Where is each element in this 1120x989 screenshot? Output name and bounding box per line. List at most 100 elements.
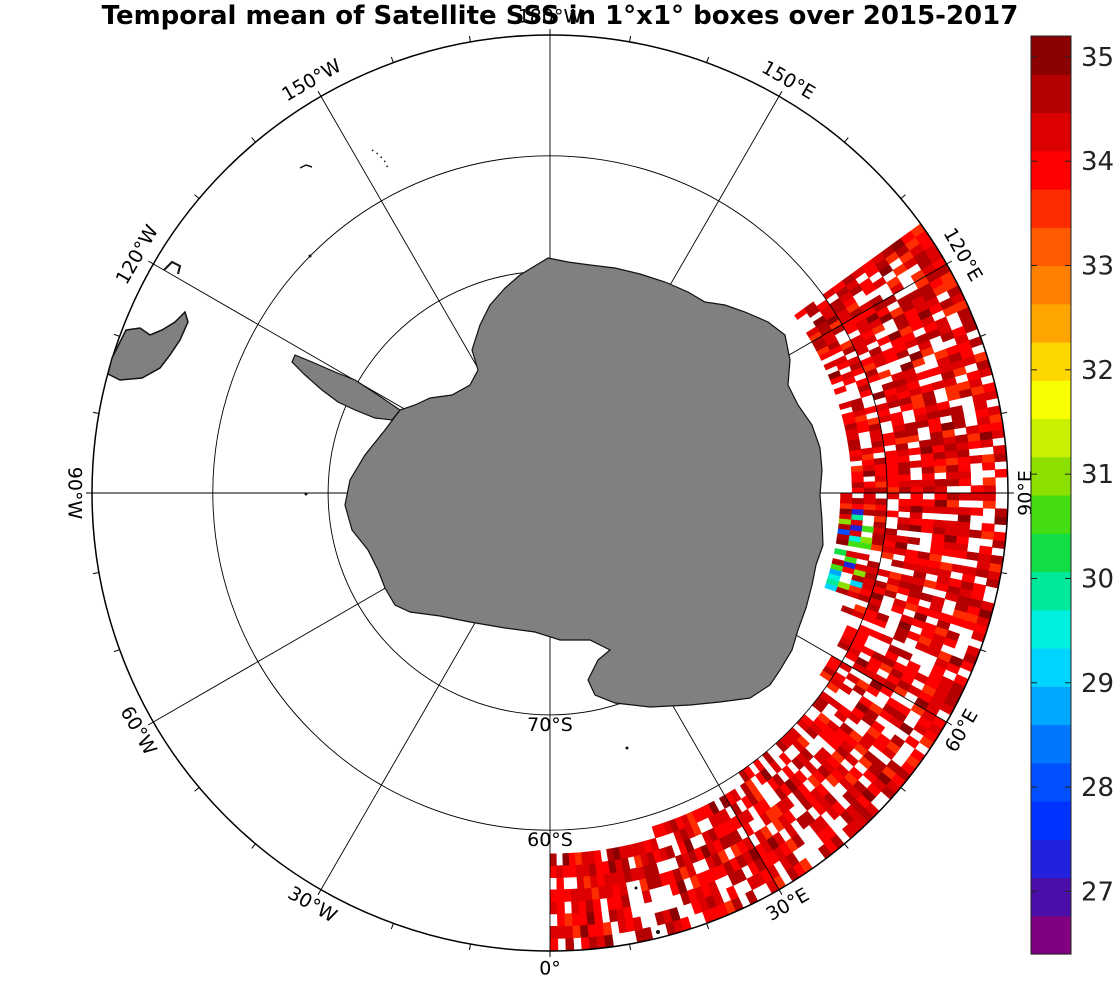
sss-box [604, 934, 614, 948]
colorbar-tick-label: 31 [1081, 460, 1114, 490]
island-heard [656, 930, 660, 934]
sss-box [812, 315, 827, 328]
sss-box [898, 473, 911, 482]
colorbar-swatch [1031, 648, 1071, 687]
meridian-label: 150°E [758, 56, 819, 104]
sss-box [968, 529, 982, 539]
rim-tick [900, 787, 906, 792]
sss-box [958, 507, 972, 516]
colorbar-swatch [1031, 609, 1071, 649]
rim-tick [706, 923, 710, 930]
sss-box [556, 889, 565, 903]
sss-box [841, 411, 855, 421]
meridian-line [320, 588, 496, 890]
colorbar-frame [1030, 35, 1072, 955]
sss-box [910, 492, 923, 500]
sss-box [921, 472, 935, 481]
rim-tick [92, 411, 100, 414]
sss-box [602, 921, 613, 936]
sss-box [556, 865, 564, 878]
sss-box [856, 552, 870, 561]
rim-tick [778, 90, 783, 97]
sss-box [987, 405, 1002, 416]
island-kerguelen [634, 886, 638, 890]
sss-box [981, 453, 995, 464]
parallel-label: 60°S [527, 829, 573, 851]
sss-box [641, 889, 653, 904]
sss-box [921, 465, 935, 474]
sss-box [549, 889, 558, 903]
sss-box [875, 486, 888, 494]
sss-box [588, 935, 599, 950]
colorbar-swatch [1031, 74, 1071, 114]
sss-box [920, 525, 934, 534]
sss-box [992, 539, 1006, 550]
sss-box [577, 887, 586, 902]
sss-box [898, 498, 912, 506]
sss-box [872, 390, 886, 401]
rim-tick [778, 889, 783, 896]
sss-box [805, 326, 820, 338]
tierra-del-fuego [107, 310, 189, 381]
sss-box [794, 308, 808, 321]
falkland-islands [163, 260, 182, 275]
colorbar-tick-label: 33 [1081, 252, 1114, 282]
sss-box [933, 506, 947, 515]
sss-box [944, 457, 959, 466]
antarctic-peninsula [291, 354, 401, 421]
sss-box [868, 629, 883, 641]
rim-tick [390, 923, 394, 930]
meridian-label: 60°W [116, 703, 161, 760]
sss-box [934, 492, 948, 501]
sss-box [957, 514, 971, 523]
sss-box [970, 485, 984, 494]
sss-box [969, 454, 983, 464]
sss-box [907, 447, 921, 456]
sss-box [899, 361, 915, 372]
sss-box [593, 910, 604, 925]
sss-box [958, 470, 972, 479]
sss-box [992, 531, 1007, 542]
colorbar-tick-label: 32 [1081, 356, 1114, 386]
sss-box [580, 936, 591, 951]
sss-box [965, 424, 980, 435]
sss-box [575, 864, 584, 878]
rim-tick [92, 572, 100, 575]
sss-box [778, 751, 792, 766]
sss-box [827, 370, 842, 381]
sss-box [946, 478, 960, 487]
sss-box [664, 845, 676, 860]
sss-box [940, 421, 955, 432]
sss-box [549, 865, 557, 878]
rim-tick [113, 649, 120, 653]
colorbar-swatch [1031, 724, 1071, 764]
sss-box [981, 522, 995, 533]
sss-box [850, 465, 864, 473]
sss-box [876, 568, 891, 578]
rim-tick [194, 787, 200, 792]
sss-box [922, 579, 937, 590]
rim-tick [468, 943, 471, 951]
sss-box [840, 605, 855, 616]
sss-box [884, 450, 898, 459]
sss-box [708, 800, 720, 815]
rim-tick [113, 333, 120, 337]
rim-tick [251, 137, 256, 143]
sss-box [910, 505, 923, 513]
sss-box [823, 360, 837, 371]
sss-box [934, 485, 948, 494]
rim-tick [1000, 411, 1008, 414]
sss-box [981, 461, 996, 471]
sss-box [970, 507, 984, 516]
rim-tick [629, 35, 632, 43]
colorbar-tick-label: 35 [1081, 43, 1114, 73]
meridian-label: 90°W [64, 467, 86, 520]
sss-box [957, 521, 971, 530]
sss-box [570, 888, 579, 902]
sss-box [921, 505, 935, 514]
sss-box [910, 499, 923, 507]
sss-box [919, 592, 934, 603]
sss-box [886, 468, 899, 476]
sss-box [898, 486, 912, 494]
sss-box [896, 523, 910, 531]
